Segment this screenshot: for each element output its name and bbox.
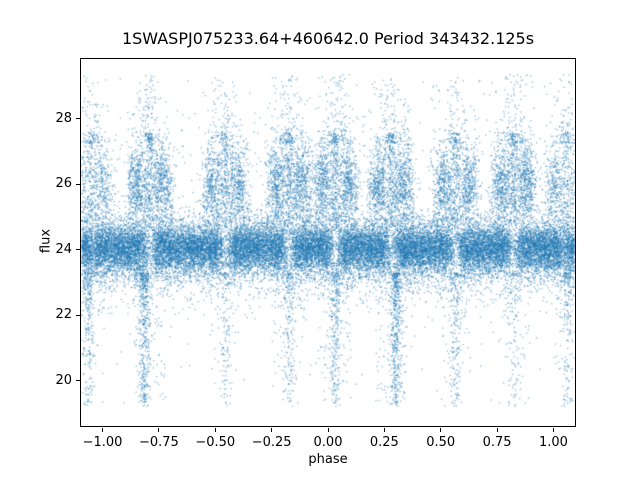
x-tick-label: 0.00 [313, 435, 343, 450]
y-tick-mark [76, 314, 80, 316]
x-tick-mark [271, 428, 273, 432]
y-tick-mark [76, 380, 80, 382]
x-tick-label: 0.25 [369, 435, 399, 450]
scatter-canvas [81, 59, 575, 426]
x-tick-mark [440, 428, 442, 432]
x-tick-mark [496, 428, 498, 432]
y-tick-mark [76, 118, 80, 120]
x-axis-label: phase [308, 452, 348, 467]
plot-area [80, 58, 576, 427]
y-tick-label: 22 [55, 307, 72, 323]
y-tick-label: 24 [55, 241, 72, 257]
x-tick-mark [214, 428, 216, 432]
x-tick-label: −1.00 [82, 435, 123, 450]
x-tick-label: 1.00 [538, 435, 568, 450]
chart-title: 1SWASPJ075233.64+460642.0 Period 343432.… [121, 29, 535, 48]
x-tick-mark [158, 428, 160, 432]
x-tick-mark [102, 428, 104, 432]
y-tick-mark [76, 249, 80, 251]
x-tick-label: −0.50 [195, 435, 236, 450]
y-tick-label: 20 [55, 372, 72, 388]
y-tick-label: 28 [55, 110, 72, 126]
x-tick-label: 0.75 [482, 435, 512, 450]
y-tick-label: 26 [55, 176, 72, 192]
x-tick-label: −0.25 [251, 435, 292, 450]
x-tick-label: −0.75 [138, 435, 179, 450]
x-tick-mark [383, 428, 385, 432]
y-tick-mark [76, 183, 80, 185]
x-tick-label: 0.50 [426, 435, 456, 450]
x-tick-mark [327, 428, 329, 432]
x-tick-mark [552, 428, 554, 432]
